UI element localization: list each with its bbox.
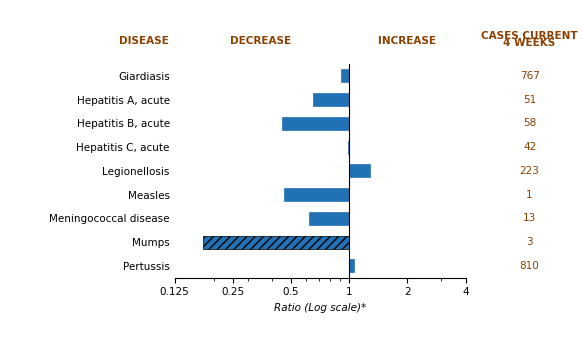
Bar <box>349 259 354 272</box>
Bar <box>313 93 349 106</box>
Text: INCREASE: INCREASE <box>378 36 436 46</box>
Bar <box>347 141 349 154</box>
Text: 223: 223 <box>520 166 540 176</box>
Text: CASES CURRENT: CASES CURRENT <box>481 31 578 41</box>
Bar <box>284 188 349 201</box>
Text: DISEASE: DISEASE <box>119 36 169 46</box>
Bar <box>349 164 370 177</box>
Text: 42: 42 <box>523 142 536 152</box>
Text: 51: 51 <box>523 95 536 105</box>
Bar <box>309 212 349 225</box>
X-axis label: Ratio (Log scale)*: Ratio (Log scale)* <box>274 303 366 313</box>
Text: 13: 13 <box>523 213 536 223</box>
Text: 767: 767 <box>520 71 540 81</box>
Text: 4 WEEKS: 4 WEEKS <box>503 38 556 48</box>
Bar <box>203 236 349 248</box>
Bar <box>282 117 349 130</box>
Text: 810: 810 <box>520 261 540 271</box>
Text: DECREASE: DECREASE <box>230 36 292 46</box>
Text: 3: 3 <box>526 237 533 247</box>
Text: 58: 58 <box>523 119 536 129</box>
Bar <box>341 69 349 83</box>
Text: 1: 1 <box>526 190 533 200</box>
